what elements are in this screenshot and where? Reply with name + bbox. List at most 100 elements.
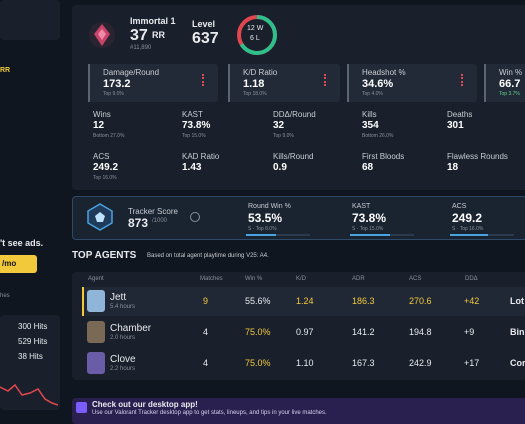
metric-bar-fill xyxy=(246,234,276,236)
agent-name: Jett xyxy=(110,292,127,303)
card-menu[interactable] xyxy=(461,74,465,86)
stat-value: 32 xyxy=(273,120,285,131)
stat-label: ACS xyxy=(93,152,110,161)
wins: 12 W xyxy=(247,25,264,32)
agent-icon xyxy=(87,352,105,374)
stat-value: 0.9 xyxy=(273,162,287,173)
card-value: 34.6% xyxy=(362,78,394,90)
card-menu[interactable] xyxy=(324,74,328,86)
card-value: 66.7 xyxy=(499,78,521,90)
agent-icon xyxy=(87,321,105,343)
agent-cell: 75.0% xyxy=(245,358,271,368)
tracker-max: /1000 xyxy=(152,218,168,224)
agent-time: 2.2 hours xyxy=(110,366,136,372)
banner-title: Check out our desktop app! xyxy=(92,400,198,409)
stat-rank: Bottom 27.0% xyxy=(93,133,125,139)
info-icon[interactable] xyxy=(190,212,200,222)
stat-label: Wins xyxy=(93,110,111,119)
stat-value: 1.43 xyxy=(182,162,202,173)
metric-bar xyxy=(246,234,310,236)
metric-rank: S · Top 16.0% xyxy=(452,226,484,232)
metric-label: Round Win % xyxy=(248,203,291,210)
stat-rank: Top 16.0% xyxy=(93,175,117,181)
stat-value: 301 xyxy=(447,120,464,131)
card-label: Headshot % xyxy=(362,68,406,77)
stat-rank: Top 15.0% xyxy=(182,133,206,139)
stat-card xyxy=(228,64,340,102)
selected-row xyxy=(82,287,525,316)
agent-icon xyxy=(87,290,105,312)
rank-name: Immortal 1 xyxy=(130,16,176,26)
card-accent xyxy=(228,64,230,102)
rr-unit: RR xyxy=(152,30,165,40)
sidebar-card xyxy=(0,0,60,40)
agent-cell: 1.10 xyxy=(296,358,314,368)
agent-time: 2.0 hours xyxy=(110,335,136,341)
agent-cell: 0.97 xyxy=(296,327,314,337)
hit-count: 38 Hits xyxy=(18,352,43,361)
stat-label: First Bloods xyxy=(362,152,405,161)
tracker-label: Tracker Score xyxy=(128,207,178,216)
agent-cell: 167.3 xyxy=(352,358,375,368)
card-accent xyxy=(88,64,90,102)
hit-count: 529 Hits xyxy=(18,337,48,346)
card-menu[interactable] xyxy=(202,74,206,86)
stat-label: KAD Ratio xyxy=(182,152,220,161)
card-label: Damage/Round xyxy=(103,68,160,77)
stat-rank: Top 9.0% xyxy=(273,133,294,139)
card-label: Win % xyxy=(499,68,523,77)
agent-cell: 186.3 xyxy=(352,296,375,306)
agent-cell: Bin xyxy=(510,327,525,337)
agent-time: 5.4 hours xyxy=(110,304,136,310)
column-header: ACS xyxy=(409,276,422,282)
stat-label: Flawless Rounds xyxy=(447,152,508,161)
level-value: 637 xyxy=(192,30,219,47)
agent-cell: 4 xyxy=(203,358,209,368)
win-loss-ring xyxy=(237,15,277,55)
card-rank: Top 3.7% xyxy=(499,91,520,97)
stat-label: Kills xyxy=(362,110,377,119)
hits-sparkline xyxy=(0,383,58,406)
metric-value: 73.8% xyxy=(352,211,387,225)
rr-value: 37 xyxy=(130,27,148,44)
price-button[interactable]: /mo xyxy=(0,255,37,273)
card-label: K/D Ratio xyxy=(243,68,278,77)
hits-card xyxy=(0,315,60,410)
stat-value: 68 xyxy=(362,162,374,173)
leaderboard-rank: #11,890 xyxy=(130,45,152,51)
metric-rank: S · Top 15.0% xyxy=(352,226,384,232)
card-value: 1.18 xyxy=(243,78,265,90)
agent-cell: +17 xyxy=(464,358,480,368)
level-label: Level xyxy=(192,19,216,29)
agent-cell: 270.6 xyxy=(409,296,432,306)
tracker-star xyxy=(95,212,105,222)
stat-card xyxy=(88,64,218,102)
agent-name: Clove xyxy=(110,354,136,365)
agent-cell: +9 xyxy=(464,327,475,337)
stat-value: 18 xyxy=(447,162,459,173)
agent-name: Chamber xyxy=(110,323,152,334)
agent-cell: 9 xyxy=(203,296,209,306)
section-label: hes xyxy=(0,293,10,299)
stat-card xyxy=(484,64,525,102)
rank-gem-core xyxy=(98,29,106,40)
agent-cell: 4 xyxy=(203,327,209,337)
metric-label: KAST xyxy=(352,203,371,210)
stat-label: Kills/Round xyxy=(273,152,314,161)
card-rank: Top 4.0% xyxy=(362,91,383,97)
stat-label: KAST xyxy=(182,110,203,119)
tracker-score: 873 xyxy=(128,216,149,230)
column-header: Matches xyxy=(200,276,223,282)
metric-bar-fill xyxy=(350,234,390,236)
agents-title: TOP AGENTS xyxy=(72,250,137,261)
metric-value: 249.2 xyxy=(452,211,483,225)
metric-label: ACS xyxy=(452,203,467,210)
agent-cell: +42 xyxy=(464,296,480,306)
rank-icon xyxy=(89,22,115,48)
tracker-bar xyxy=(72,196,525,240)
stat-value: 354 xyxy=(362,120,379,131)
stat-label: DDΔ/Round xyxy=(273,110,316,119)
rr-fragment: RR xyxy=(0,67,11,74)
column-header: Agent xyxy=(88,276,104,282)
